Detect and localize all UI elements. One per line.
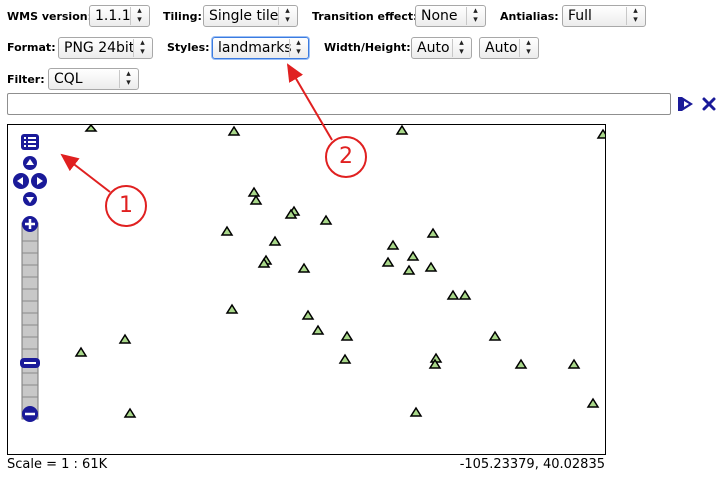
landmark-point	[381, 256, 395, 267]
chevron-updown-icon: ▴ ▾	[130, 7, 148, 25]
width-value: Auto	[417, 40, 450, 56]
landmark-point	[227, 125, 241, 136]
landmark-point	[395, 125, 409, 135]
zoom-out-icon[interactable]	[20, 405, 40, 423]
reset-filter-icon[interactable]	[701, 96, 717, 112]
filter-type-value: CQL	[54, 71, 83, 87]
wms-version-select[interactable]: 1.1.1 ▴ ▾	[89, 5, 150, 27]
landmark-point	[406, 250, 420, 261]
format-label: Format:	[7, 41, 56, 54]
landmark-point	[268, 235, 282, 246]
landmark-point	[123, 407, 137, 418]
styles-select[interactable]: landmarks ▴ ▾	[212, 37, 309, 59]
antialias-label: Antialias:	[500, 10, 559, 23]
pan-control	[12, 155, 48, 209]
filter-label: Filter:	[7, 73, 45, 86]
landmark-point	[386, 239, 400, 250]
landmark-point	[225, 303, 239, 314]
tiling-value: Single tile	[209, 8, 279, 24]
transition-select[interactable]: None ▴ ▾	[415, 5, 486, 27]
height-value: Auto	[485, 40, 518, 56]
apply-filter-icon[interactable]	[676, 95, 696, 113]
map-view[interactable]	[7, 124, 606, 455]
wms-version-value: 1.1.1	[95, 8, 131, 24]
landmark-point	[118, 333, 132, 344]
map-canvas[interactable]	[8, 125, 605, 454]
layer-switcher-icon[interactable]	[20, 133, 40, 151]
tiling-label: Tiling:	[163, 10, 202, 23]
landmark-point	[426, 227, 440, 238]
wms-version-label: WMS version:	[7, 10, 92, 23]
format-value: PNG 24bit	[64, 40, 135, 56]
styles-value: landmarks	[218, 40, 292, 56]
landmark-point	[284, 208, 298, 219]
pan-up-icon[interactable]	[22, 155, 38, 171]
landmark-point	[596, 128, 605, 139]
styles-label: Styles:	[167, 41, 210, 54]
scale-readout: Scale = 1 : 61K	[7, 457, 108, 472]
zoom-in-icon[interactable]	[20, 215, 40, 233]
pan-right-icon[interactable]	[30, 172, 48, 190]
landmark-points	[74, 125, 605, 418]
zoom-slider-handle[interactable]	[19, 357, 41, 369]
tiling-select[interactable]: Single tile ▴ ▾	[203, 5, 298, 27]
landmark-point	[297, 262, 311, 273]
landmark-point	[424, 261, 438, 272]
landmark-point	[446, 289, 460, 300]
chevron-updown-icon: ▴ ▾	[133, 39, 151, 57]
width-height-label: Width/Height:	[324, 41, 411, 54]
chevron-updown-icon: ▴ ▾	[289, 39, 307, 57]
chevron-updown-icon: ▴ ▾	[278, 7, 296, 25]
coordinate-readout: -105.23379, 40.02835	[459, 457, 605, 472]
landmark-point	[428, 358, 442, 369]
transition-label: Transition effect:	[312, 10, 418, 23]
antialias-value: Full	[568, 8, 592, 24]
landmark-point	[249, 194, 263, 205]
landmark-point	[319, 214, 333, 225]
chevron-updown-icon: ▴ ▾	[119, 70, 137, 88]
filter-type-select[interactable]: CQL ▴ ▾	[48, 68, 139, 90]
landmark-point	[586, 397, 600, 408]
landmark-point	[567, 358, 581, 369]
landmark-point	[458, 289, 472, 300]
landmark-point	[488, 330, 502, 341]
filter-input[interactable]	[7, 93, 671, 115]
pan-left-icon[interactable]	[12, 172, 30, 190]
height-select[interactable]: Auto ▴ ▾	[479, 37, 539, 59]
annotation-callout-2: 2	[325, 136, 367, 178]
chevron-updown-icon: ▴ ▾	[626, 7, 644, 25]
chevron-updown-icon: ▴ ▾	[466, 7, 484, 25]
landmark-point	[338, 353, 352, 364]
chevron-updown-icon: ▴ ▾	[519, 39, 537, 57]
landmark-point	[402, 264, 416, 275]
landmark-point	[409, 406, 423, 417]
landmark-point	[220, 225, 234, 236]
zoom-bar	[21, 222, 39, 420]
width-select[interactable]: Auto ▴ ▾	[411, 37, 472, 59]
antialias-select[interactable]: Full ▴ ▾	[562, 5, 646, 27]
landmark-point	[311, 324, 325, 335]
chevron-updown-icon: ▴ ▾	[452, 39, 470, 57]
landmark-point	[257, 257, 271, 268]
annotation-callout-1: 1	[105, 185, 147, 227]
landmark-point	[340, 330, 354, 341]
landmark-point	[84, 125, 98, 132]
format-select[interactable]: PNG 24bit ▴ ▾	[58, 37, 153, 59]
pan-down-icon[interactable]	[22, 191, 38, 207]
landmark-point	[514, 358, 528, 369]
landmark-point	[74, 346, 88, 357]
landmark-point	[301, 309, 315, 320]
transition-value: None	[421, 8, 458, 24]
landmark-point	[247, 186, 261, 197]
